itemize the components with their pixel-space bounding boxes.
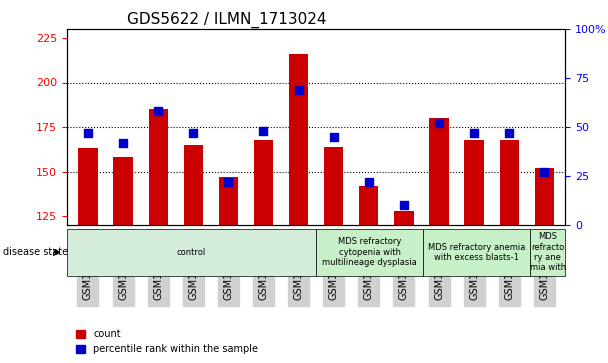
Bar (148, 109, 168, 225)
Bar (184, 145, 203, 225)
Point (294, 87, 303, 93)
Text: MDS refractory anemia
with excess blasts-1: MDS refractory anemia with excess blasts… (427, 242, 525, 262)
Bar (500, 139, 519, 225)
Point (434, 120, 444, 126)
Point (188, 130, 198, 136)
Point (539, 169, 549, 175)
Point (153, 109, 163, 114)
Point (469, 130, 479, 136)
Text: MDS refractory
cytopenia with
multilineage dysplasia: MDS refractory cytopenia with multilinea… (322, 237, 417, 267)
Point (83, 130, 93, 136)
Bar (78, 148, 98, 225)
Text: control: control (177, 248, 206, 257)
Bar (394, 211, 413, 225)
Bar (289, 54, 308, 225)
Bar (324, 147, 344, 225)
Bar (114, 157, 133, 225)
Point (258, 128, 268, 134)
Point (329, 134, 339, 140)
Bar (359, 186, 378, 225)
Bar (534, 168, 554, 225)
Point (364, 179, 374, 185)
Bar (429, 118, 449, 225)
Legend: count, percentile rank within the sample: count, percentile rank within the sample (72, 326, 262, 358)
Text: GDS5622 / ILMN_1713024: GDS5622 / ILMN_1713024 (126, 12, 326, 28)
Point (399, 203, 409, 208)
Point (505, 130, 514, 136)
Point (118, 140, 128, 146)
Point (224, 179, 233, 185)
Text: MDS
refracto
ry ane
mia with: MDS refracto ry ane mia with (530, 232, 565, 272)
Bar (465, 139, 484, 225)
Bar (219, 177, 238, 225)
Bar (254, 139, 273, 225)
Text: disease state: disease state (3, 247, 68, 257)
